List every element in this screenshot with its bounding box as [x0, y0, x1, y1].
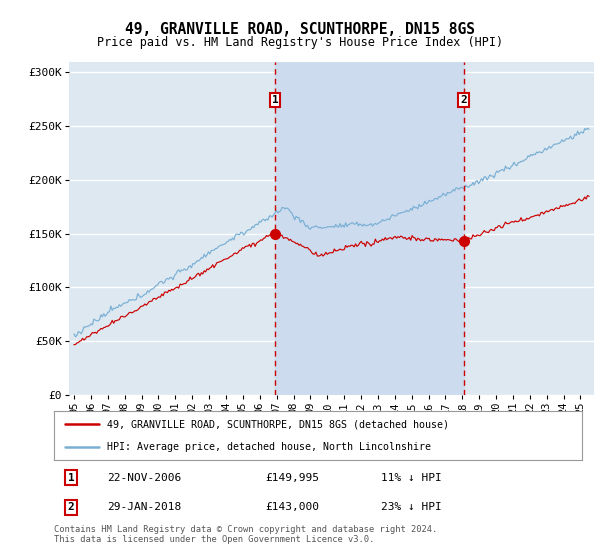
Text: 2: 2: [68, 502, 74, 512]
Bar: [275, 62, 464, 395]
Text: 49, GRANVILLE ROAD, SCUNTHORPE, DN15 8GS (detached house): 49, GRANVILLE ROAD, SCUNTHORPE, DN15 8GS…: [107, 419, 449, 430]
Text: 1: 1: [68, 473, 74, 483]
Text: £149,995: £149,995: [265, 473, 319, 483]
Text: Contains HM Land Registry data © Crown copyright and database right 2024.
This d: Contains HM Land Registry data © Crown c…: [54, 525, 437, 544]
Text: Price paid vs. HM Land Registry's House Price Index (HPI): Price paid vs. HM Land Registry's House …: [97, 36, 503, 49]
Text: 22-NOV-2006: 22-NOV-2006: [107, 473, 181, 483]
Text: 11% ↓ HPI: 11% ↓ HPI: [382, 473, 442, 483]
Text: 23% ↓ HPI: 23% ↓ HPI: [382, 502, 442, 512]
Text: 29-JAN-2018: 29-JAN-2018: [107, 502, 181, 512]
Text: HPI: Average price, detached house, North Lincolnshire: HPI: Average price, detached house, Nort…: [107, 442, 431, 452]
Text: 2: 2: [460, 95, 467, 105]
Text: 49, GRANVILLE ROAD, SCUNTHORPE, DN15 8GS: 49, GRANVILLE ROAD, SCUNTHORPE, DN15 8GS: [125, 22, 475, 38]
Text: £143,000: £143,000: [265, 502, 319, 512]
Text: 1: 1: [272, 95, 278, 105]
